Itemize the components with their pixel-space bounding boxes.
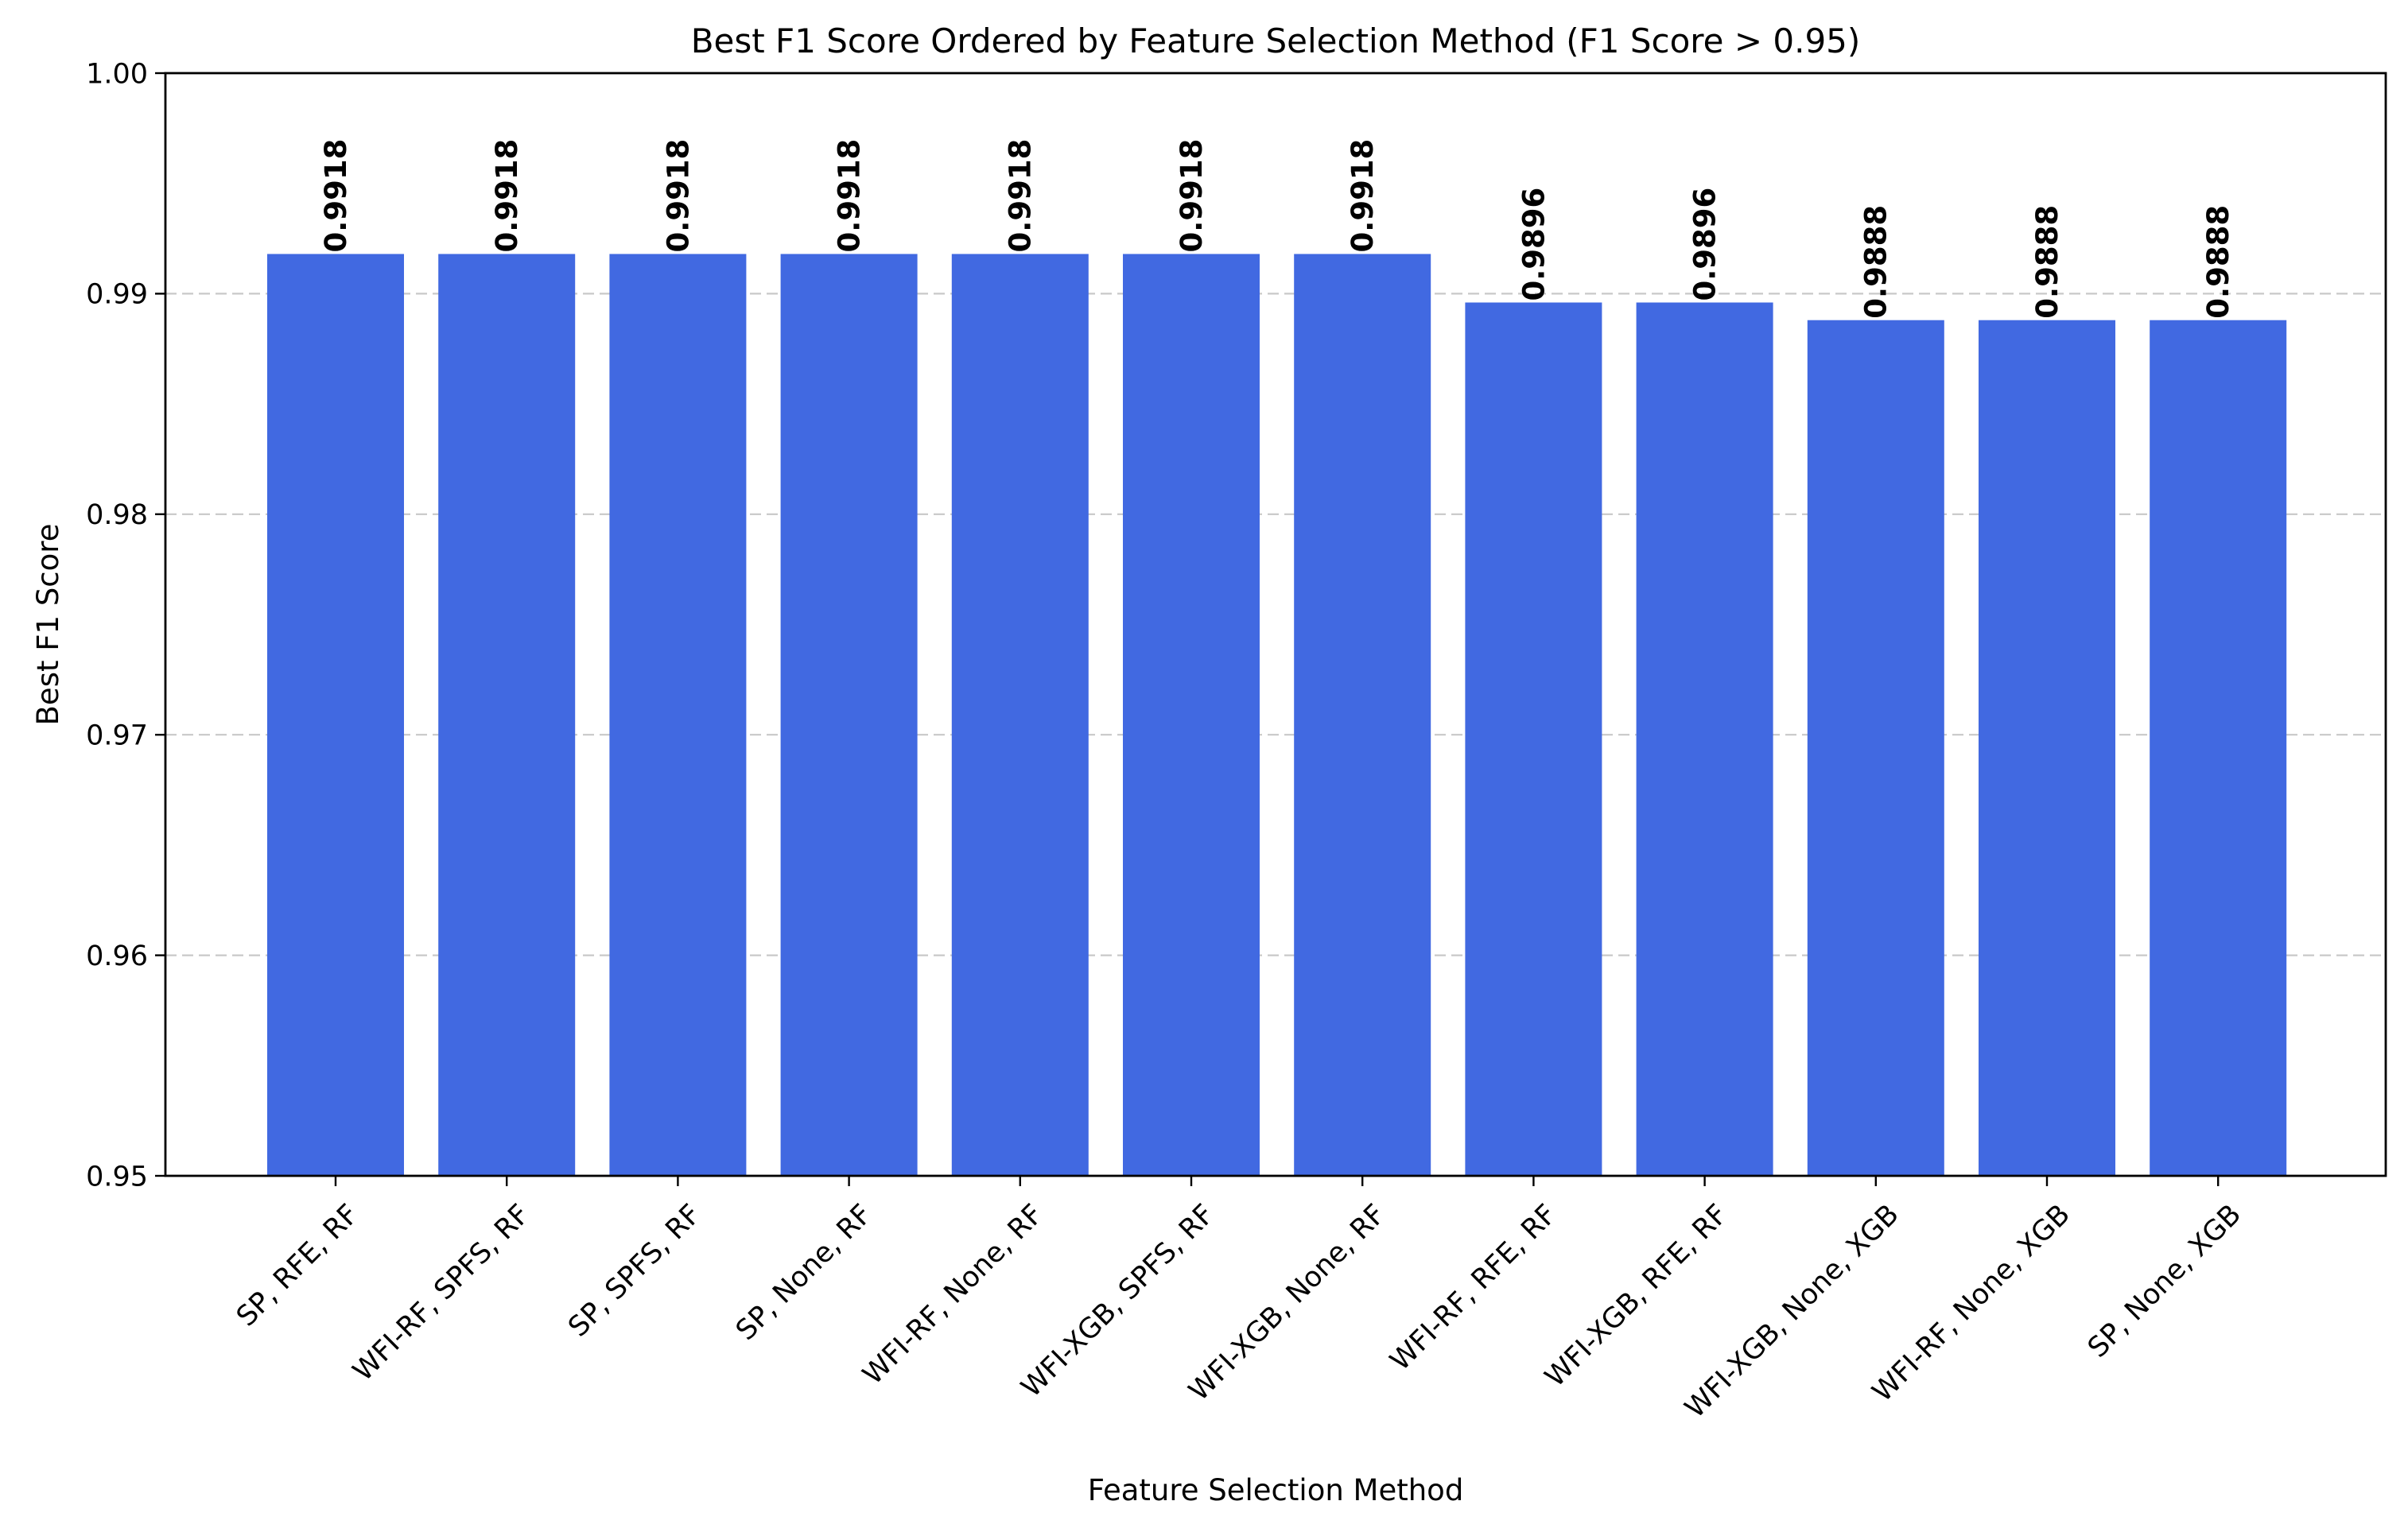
bar: [1807, 320, 1944, 1176]
bar-value-label: 0.9896: [1688, 188, 1722, 301]
bar-value-label: 0.9918: [1346, 139, 1380, 253]
bar-value-label: 0.9918: [1175, 139, 1209, 253]
bar-value-label: 0.9888: [1859, 205, 1893, 319]
y-tick-label: 0.98: [86, 499, 148, 531]
y-tick-label: 0.96: [86, 941, 148, 972]
bar-value-label: 0.9888: [2030, 205, 2064, 319]
bar-value-label: 0.9918: [661, 139, 695, 253]
x-tick-label: WFI-RF, RFE, RF: [1385, 1199, 1563, 1378]
x-axis-label: Feature Selection Method: [1088, 1473, 1464, 1507]
bar-value-label: 0.9918: [1004, 139, 1038, 253]
bar: [438, 254, 576, 1176]
y-tick-label: 0.95: [86, 1161, 148, 1193]
plot-frame: [164, 72, 2387, 1177]
bar: [2150, 320, 2287, 1176]
bar-value-label: 0.9918: [833, 139, 867, 253]
bar: [780, 254, 918, 1176]
x-tick-label: SP, RFE, RF: [231, 1199, 365, 1333]
x-tick-label: WFI-RF, SPFS, RF: [347, 1199, 536, 1388]
x-tick-label: WFI-RF, None, RF: [857, 1199, 1050, 1391]
bar-value-label: 0.9918: [319, 139, 353, 253]
bar-value-label: 0.9918: [490, 139, 524, 253]
x-tick-label: SP, None, XGB: [2082, 1199, 2247, 1364]
y-axis-ticks: 0.95 0.96 0.97 0.98 0.99 1.00: [86, 58, 165, 1193]
x-tick-label: WFI-XGB, None, RF: [1183, 1199, 1392, 1408]
bar: [1979, 320, 2115, 1176]
x-tick-label: WFI-RF, None, XGB: [1866, 1199, 2076, 1409]
bar-value-label: 0.9896: [1517, 188, 1551, 301]
y-axis-label: Best F1 Score: [31, 524, 65, 726]
x-tick-label: SP, SPFS, RF: [562, 1199, 707, 1344]
bar: [1465, 302, 1602, 1177]
x-tick-label: SP, None, RF: [730, 1199, 878, 1347]
bar-value-label: 0.9888: [2201, 205, 2235, 319]
bar: [951, 254, 1089, 1176]
bar: [1294, 254, 1431, 1176]
bar-value-labels: 0.9918 0.9918 0.9918 0.9918 0.9918 0.9918 0.99…: [319, 139, 2235, 319]
bar: [1123, 254, 1260, 1176]
x-tick-label: WFI-XGB, SPFS, RF: [1016, 1199, 1221, 1404]
y-tick-label: 0.97: [86, 719, 148, 751]
bars: [267, 254, 2287, 1177]
y-tick-label: 1.00: [86, 58, 148, 90]
bar: [609, 254, 747, 1176]
x-tick-label: WFI-XGB, RFE, RF: [1539, 1199, 1734, 1394]
y-tick-label: 0.99: [86, 279, 148, 311]
bar: [1636, 302, 1773, 1177]
chart-title: Best F1 Score Ordered by Feature Selecti…: [691, 21, 1861, 60]
bar: [267, 254, 404, 1176]
